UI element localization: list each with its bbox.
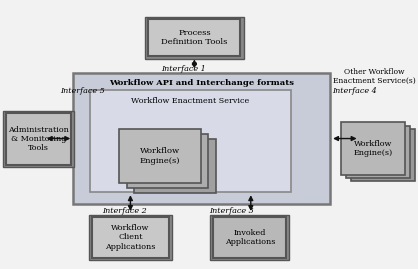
- Text: Interface 4: Interface 4: [332, 87, 377, 95]
- Bar: [3, 111, 74, 167]
- Bar: [346, 126, 410, 178]
- Text: Interface 5: Interface 5: [60, 87, 104, 95]
- Bar: [89, 215, 172, 260]
- Bar: [134, 139, 216, 193]
- Text: Workflow
Engine(s): Workflow Engine(s): [354, 140, 393, 157]
- Text: Workflow API and Interchange formats: Workflow API and Interchange formats: [109, 79, 294, 87]
- Bar: [148, 19, 240, 56]
- Text: Interface 2: Interface 2: [102, 207, 147, 215]
- Bar: [127, 134, 208, 188]
- Text: Invoked
Applications: Invoked Applications: [224, 229, 275, 246]
- Text: Workflow Enactment Service: Workflow Enactment Service: [131, 97, 249, 105]
- Bar: [341, 122, 405, 175]
- Bar: [145, 17, 244, 59]
- Bar: [210, 215, 289, 260]
- Bar: [351, 129, 415, 181]
- Text: Other Workflow
Enactment Service(s): Other Workflow Enactment Service(s): [333, 68, 415, 85]
- Text: Workflow
Client
Applications: Workflow Client Applications: [105, 224, 156, 251]
- Bar: [92, 217, 169, 258]
- Text: Interface 1: Interface 1: [161, 65, 206, 73]
- Bar: [119, 129, 201, 183]
- Text: Process
Definition Tools: Process Definition Tools: [161, 29, 227, 46]
- Bar: [6, 113, 71, 165]
- Text: Administration
& Monitoring
Tools: Administration & Monitoring Tools: [8, 126, 69, 153]
- Text: Workflow
Engine(s): Workflow Engine(s): [140, 147, 180, 165]
- Bar: [90, 90, 291, 192]
- Bar: [213, 217, 286, 258]
- Bar: [73, 73, 330, 204]
- Text: Interface 3: Interface 3: [209, 207, 254, 215]
